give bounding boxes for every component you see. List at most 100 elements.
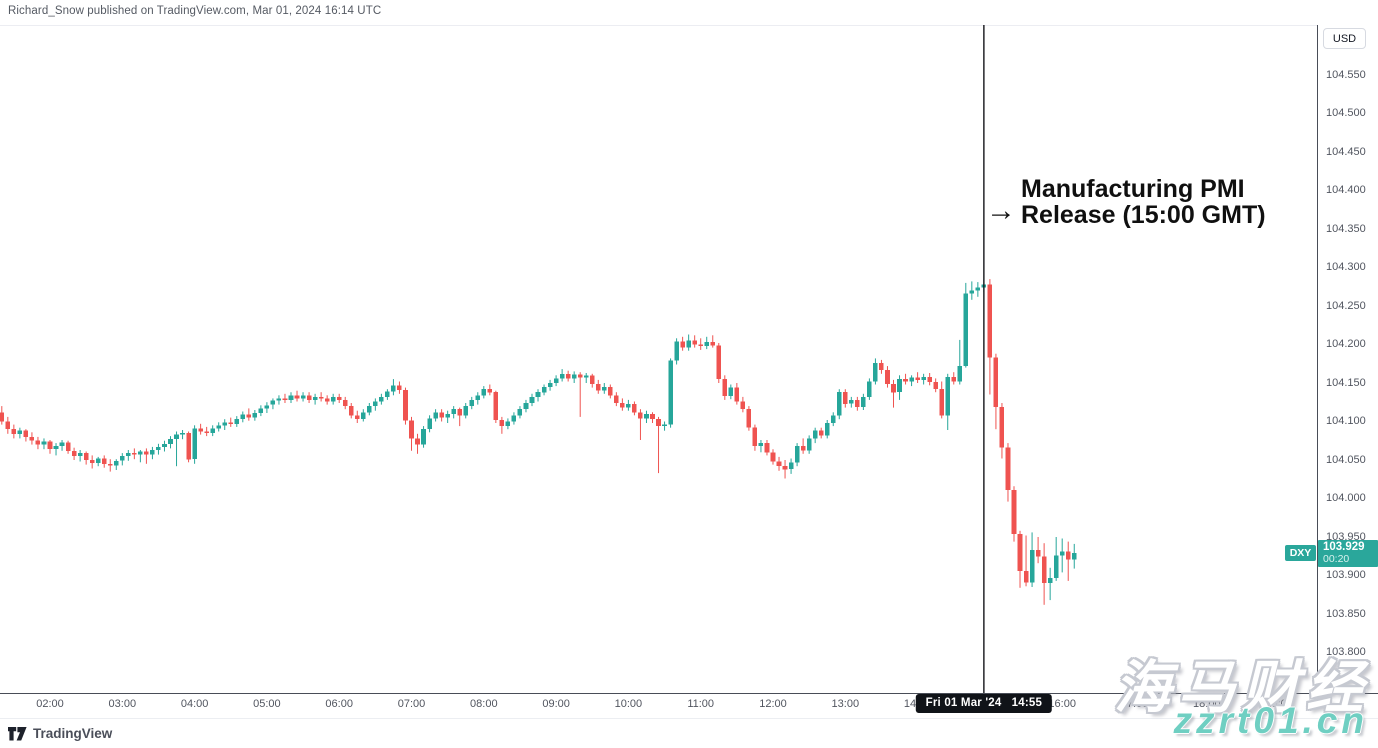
candle-body [782, 466, 788, 470]
candle-body [367, 406, 372, 413]
candle-body [276, 398, 282, 401]
candle-body [258, 408, 264, 413]
candle-body [1059, 551, 1065, 556]
currency-button[interactable]: USD [1323, 28, 1366, 49]
price-tick-label: 103.900 [1326, 569, 1366, 581]
candle-body [216, 425, 221, 429]
price-tick-label: 104.550 [1326, 68, 1366, 81]
candle-body [1071, 553, 1077, 560]
candle-body [1041, 556, 1047, 584]
candle-body [83, 453, 89, 460]
candle-body [517, 409, 523, 416]
candle-body [909, 377, 914, 382]
candle-body [626, 403, 631, 408]
candle-body [644, 413, 649, 419]
candle-body [1047, 577, 1053, 584]
candle-body [312, 396, 318, 400]
chart-pane[interactable]: → Manufacturing PMI Release (15:00 GMT) [0, 25, 1318, 693]
candle-body [559, 373, 565, 379]
time-axis[interactable]: Fri 01 Mar '24 14:55 02:00 03:00 04:00 05:0… [0, 694, 1378, 718]
candle-body [451, 409, 456, 414]
time-tick-label: 06:00 [325, 698, 353, 710]
time-tick-label: 16:00 [1048, 698, 1076, 710]
tradingview-logo-icon[interactable] [8, 726, 27, 741]
candle-body [589, 375, 595, 384]
candle-body [553, 378, 559, 383]
candle-body [385, 391, 390, 397]
candle-body [608, 386, 613, 396]
candle-body [855, 399, 860, 407]
candle-body [198, 428, 203, 432]
annotation-line-2: Release (15:00 GMT) [1021, 201, 1266, 229]
candle-body [361, 412, 366, 420]
brand-name[interactable]: TradingView [33, 726, 113, 741]
time-tick-label: 13:00 [831, 698, 860, 710]
candle-body [114, 460, 119, 466]
candle-body [843, 392, 848, 404]
candle-body [818, 430, 824, 436]
last-price-label: 103.929 00:20 [1318, 540, 1378, 568]
candle-body [650, 413, 655, 420]
candle-body [656, 419, 661, 427]
price-tick-label: 104.100 [1326, 415, 1366, 427]
candle-body [794, 446, 800, 463]
price-tick-label: 104.250 [1326, 299, 1366, 312]
time-tick-label: 08:00 [470, 698, 498, 710]
candle-body [915, 377, 920, 380]
candle-body [493, 392, 499, 420]
candle-body [391, 385, 396, 392]
price-tick-label: 104.000 [1326, 492, 1366, 504]
candle-body [752, 427, 758, 447]
crosshair-time-label: Fri 01 Mar '24 14:55 [915, 694, 1053, 713]
candle-body [222, 422, 227, 426]
candle-body [716, 345, 722, 380]
price-tick-label: 104.400 [1326, 184, 1366, 196]
candle-body [252, 413, 258, 418]
candlestick-canvas[interactable] [0, 25, 1318, 693]
candle-body [469, 399, 474, 407]
candle-body [373, 401, 378, 407]
candle-body [704, 342, 709, 347]
candle-body [23, 430, 29, 437]
candle-body [17, 430, 23, 434]
time-tick-label: 07:00 [397, 698, 426, 710]
candle-body [975, 287, 981, 291]
candle-body [77, 453, 83, 457]
candle-body [282, 398, 288, 400]
price-axis-separator [1317, 25, 1318, 718]
candle-body [330, 396, 336, 402]
candle-body [138, 451, 143, 455]
price-axis[interactable]: USD 103.929 00:20 104.550 104.500 104.450 1… [1318, 0, 1378, 718]
candle-body [1011, 490, 1017, 534]
candle-body [107, 463, 113, 466]
candle-body [728, 387, 734, 397]
candle-body [288, 395, 294, 400]
candle-body [668, 360, 673, 425]
attribution-text: Richard_Snow published on TradingView.co… [8, 5, 382, 17]
candle-body [867, 381, 872, 397]
candle-body [53, 446, 59, 450]
candle-body [1017, 533, 1023, 571]
candle-body [933, 382, 938, 390]
candle-body [662, 424, 667, 427]
candle-body [1029, 550, 1035, 583]
candle-body [481, 389, 487, 396]
candle-body [427, 418, 432, 430]
candle-body [824, 423, 830, 436]
arrow-right-icon: → [986, 194, 1016, 227]
candle-body [620, 403, 625, 408]
candle-body [162, 443, 167, 447]
candle-body [144, 451, 149, 455]
time-tick-label: 10:00 [614, 698, 643, 710]
candle-body [264, 405, 270, 409]
candle-body [596, 383, 601, 391]
time-tick-label: 18:00 [1193, 698, 1221, 710]
annotation-line-1: Manufacturing PMI [1021, 175, 1245, 203]
candle-body [734, 387, 740, 402]
candle-body [939, 389, 944, 416]
candle-body [891, 383, 896, 393]
candle-body [686, 340, 691, 348]
candle-body [1035, 550, 1041, 557]
candle-body [788, 462, 794, 470]
candle-body [999, 406, 1005, 448]
